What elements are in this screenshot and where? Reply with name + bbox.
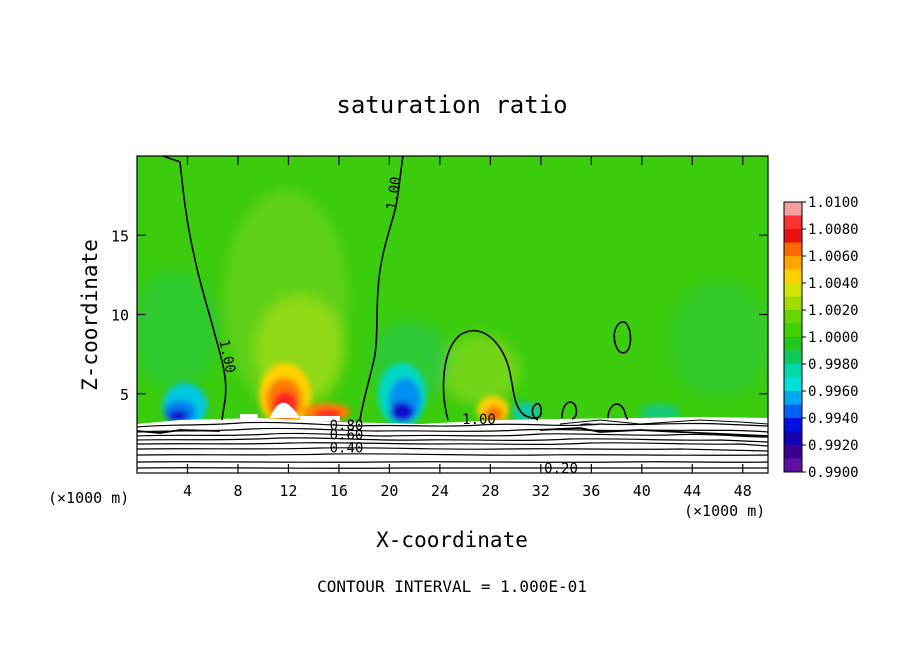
colorbar-swatch-3 (784, 242, 802, 257)
colorbar-label-0: 1.0100 (808, 195, 859, 211)
x-tick-label-24: 24 (431, 482, 449, 500)
contour-label-0: 1.00 (384, 176, 405, 212)
x-tick-label-44: 44 (683, 482, 701, 500)
colorbar-label-5: 1.0000 (808, 330, 859, 346)
colorbar-swatch-6 (784, 283, 802, 297)
y-tick-label-10: 10 (111, 307, 129, 325)
stratified-contours (137, 419, 768, 469)
y-axis-label: Z-coordinate (78, 239, 102, 391)
colorbar-swatch-10 (784, 337, 802, 351)
colorbar-label-2: 1.0060 (808, 249, 859, 265)
x-tick-label-48: 48 (734, 482, 752, 500)
saturation-contours (162, 156, 632, 426)
x-tick-label-40: 40 (633, 482, 651, 500)
colorbar-swatch-1 (784, 215, 802, 230)
colorbar-label-7: 0.9960 (808, 384, 859, 400)
x-tick-label-32: 32 (532, 482, 550, 500)
contour-label-2: 1.00 (462, 412, 496, 428)
contour-interval-note: CONTOUR INTERVAL = 1.000E-01 (317, 577, 587, 596)
colorbar-swatch-8 (784, 310, 802, 324)
colorbar-swatch-14 (784, 391, 802, 405)
colorbar-label-8: 0.9940 (808, 411, 859, 427)
y-axis-ticks: 5 10 15 (111, 227, 768, 404)
colorbar-label-9: 0.9920 (808, 438, 859, 454)
x-axis-ticks: 4 8 12 16 20 24 28 32 36 40 44 48 (183, 156, 752, 500)
colorbar-swatch-15 (784, 404, 802, 419)
upper-plumes (137, 190, 768, 410)
colorbar-swatch-17 (784, 431, 802, 446)
x-tick-label-28: 28 (481, 482, 499, 500)
colorbar-swatch-18 (784, 445, 802, 459)
lower-region (137, 417, 768, 473)
colorbar-label-3: 1.0040 (808, 276, 859, 292)
contour-label-3: 0.80 (330, 418, 364, 434)
colorbar-swatch-11 (784, 350, 802, 365)
plot-area (137, 156, 768, 473)
colorbar-label-1: 1.0080 (808, 222, 859, 238)
contour-label-4: 0.60 (330, 428, 364, 444)
x-axis-label: X-coordinate (376, 528, 528, 552)
x-tick-label-20: 20 (380, 482, 398, 500)
colorbar-swatch-16 (784, 418, 802, 432)
y-tick-label-5: 5 (120, 386, 129, 404)
colorbar-label-6: 0.9980 (808, 357, 859, 373)
contour-label-5: 0.40 (330, 440, 364, 456)
colorbar: 1.0100 1.0080 1.0060 1.0040 1.0020 1.0000 0.99… (783, 195, 859, 481)
colorbar-swatch-7 (784, 296, 802, 311)
x-unit-left: (×1000 m) (48, 489, 129, 507)
contour-1.00-small-1 (561, 401, 578, 420)
dry-cores (163, 363, 680, 427)
chart-title: saturation ratio (336, 91, 567, 119)
colorbar-swatch-5 (784, 269, 802, 284)
x-unit-right: (×1000 m) (684, 502, 765, 520)
x-tick-label-16: 16 (330, 482, 348, 500)
contour-label-6: 0.20 (544, 461, 578, 477)
colorbar-swatch-4 (784, 256, 802, 270)
colorbar-swatch-9 (784, 323, 802, 338)
contour-label-1: 1.00 (215, 338, 238, 374)
colorbar-swatch-13 (784, 377, 802, 392)
colorbar-swatch-12 (784, 364, 802, 378)
contour-1.00-left (162, 156, 227, 421)
contour-1.00-dome (442, 329, 542, 421)
x-tick-label-8: 8 (233, 482, 242, 500)
contour-1.00-small-2 (607, 403, 629, 420)
colorbar-label-4: 1.0020 (808, 303, 859, 319)
contour-labels: 1.00 1.00 1.00 0.800.600.40 0.20 (215, 176, 577, 477)
colorbar-swatch-19 (784, 458, 802, 473)
colorbar-label-10: 0.9900 (808, 465, 859, 481)
white-patch-12km (270, 402, 300, 418)
y-tick-label-15: 15 (111, 227, 129, 245)
colorbar-swatch-2 (784, 229, 802, 243)
x-tick-label-36: 36 (582, 482, 600, 500)
x-tick-label-4: 4 (183, 482, 192, 500)
contour-1.00-loop (613, 321, 632, 354)
x-tick-label-12: 12 (279, 482, 297, 500)
contour-1.00-middle (359, 156, 404, 421)
colorbar-swatch-0 (784, 202, 802, 216)
